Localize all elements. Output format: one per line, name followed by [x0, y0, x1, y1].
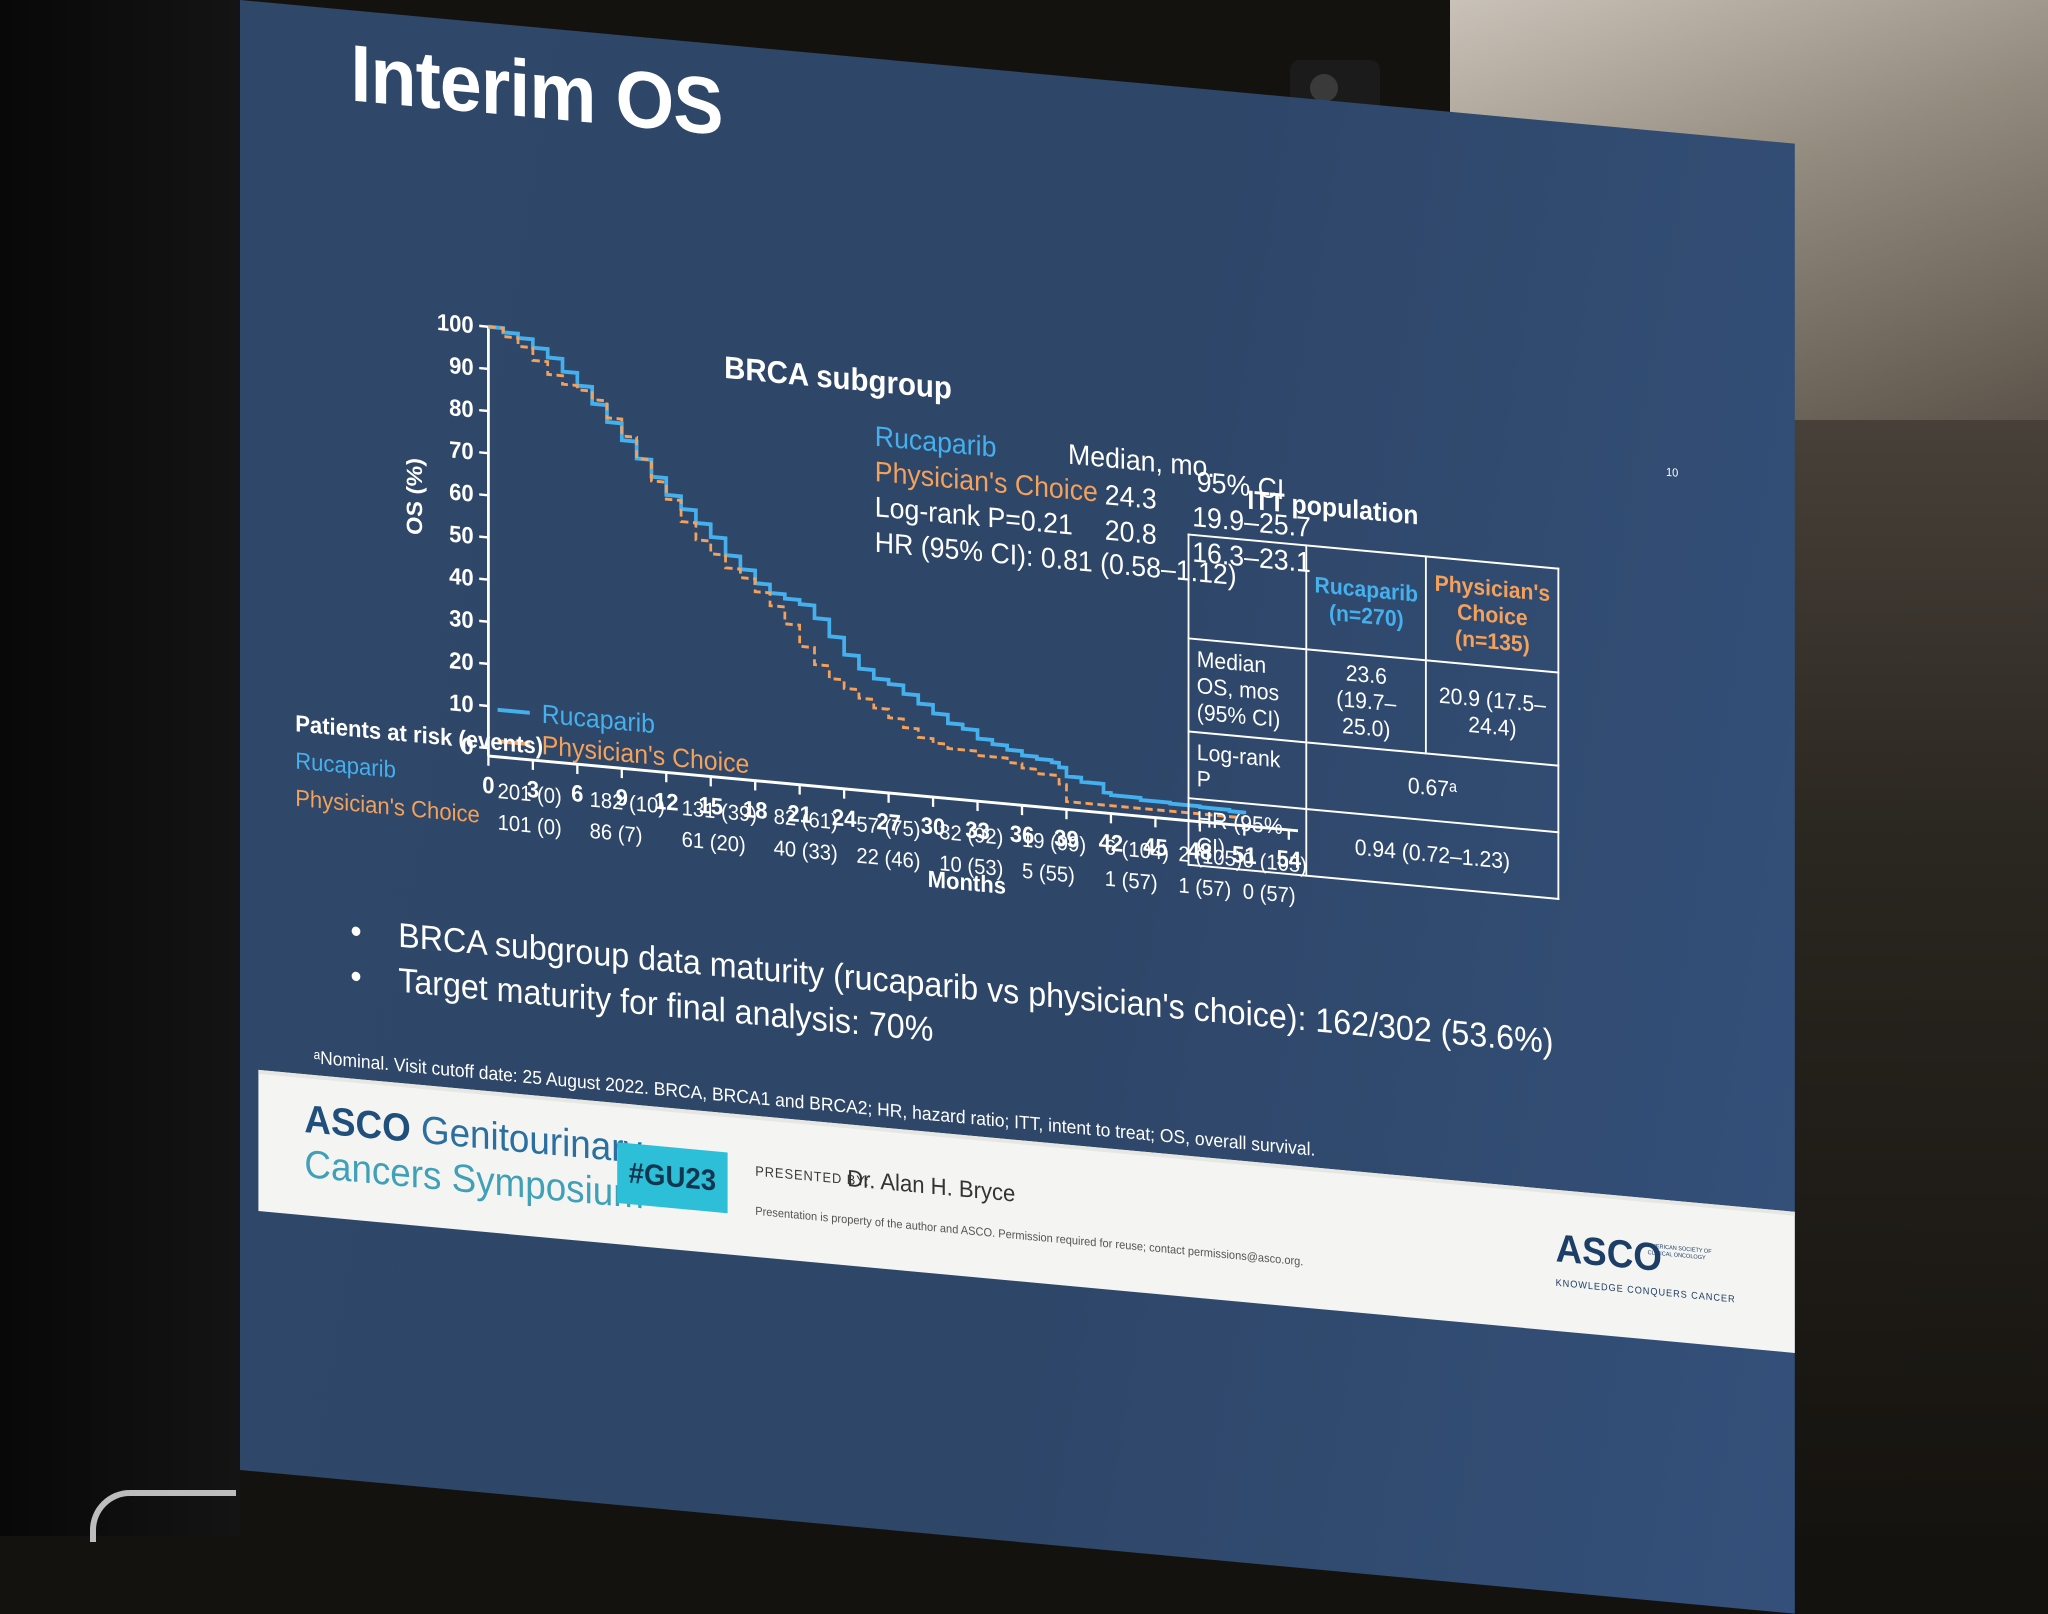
- x-tick-label: 0: [482, 771, 494, 799]
- stats-rucaparib-median: 24.3: [1104, 479, 1157, 516]
- property-notice: Presentation is property of the author a…: [755, 1204, 1304, 1269]
- x-tick-label: 30: [921, 812, 946, 841]
- risk-cell-rucaparib: 82 (61): [773, 803, 838, 835]
- room-left-wall: [0, 0, 240, 1536]
- y-tick-label: 80: [449, 394, 474, 423]
- itt-col-rucaparib: Rucaparib (n=270): [1306, 545, 1427, 661]
- x-tick-label: 36: [1010, 820, 1035, 849]
- y-tick-label: 30: [449, 604, 474, 633]
- y-tick: [479, 366, 489, 371]
- risk-cell-physician: 0 (57): [1242, 878, 1296, 908]
- x-tick-label: 33: [965, 816, 990, 845]
- y-tick-label: 20: [449, 646, 474, 675]
- x-tick-label: 9: [616, 783, 628, 811]
- x-tick-label: 54: [1277, 844, 1302, 873]
- itt-row-hr-label: HR (95% CI): [1188, 798, 1307, 876]
- y-tick-label: 100: [437, 308, 474, 338]
- risk-cell-physician: 40 (33): [773, 835, 838, 866]
- y-tick-label: 60: [449, 478, 474, 507]
- y-axis: 0 10 20 30 40 50 60 70 80 90 100: [437, 308, 490, 760]
- itt-corner-cell: [1188, 534, 1307, 650]
- y-tick: [479, 619, 489, 623]
- x-axis-line: [488, 754, 1298, 833]
- asco-wordmark: ASCO: [304, 1097, 411, 1151]
- legend-swatch-physician: [497, 739, 530, 747]
- y-tick-label: 50: [449, 520, 474, 549]
- x-tick-label: 27: [876, 807, 901, 836]
- risk-cell-rucaparib: 201 (0): [497, 778, 562, 809]
- survival-curves: [488, 324, 1247, 820]
- x-axis: 0 3 6 9 12 15 18 21 24 27 30 33 36 39 42 45 48 51 54: [482, 754, 1302, 873]
- legend-swatch-rucaparib: [497, 707, 530, 715]
- series-line-physician: [488, 325, 1245, 820]
- risk-cell-physician: 86 (7): [589, 818, 643, 848]
- y-tick: [479, 535, 489, 539]
- asco-logo: ASCO: [1555, 1226, 1662, 1280]
- chart-title: BRCA subgroup: [724, 350, 952, 406]
- risk-cell-physician: 1 (57): [1178, 872, 1232, 903]
- itt-col-physician: Physician's Choice (n=135): [1426, 556, 1559, 673]
- bullet-dot: •: [350, 956, 362, 997]
- y-tick: [479, 577, 489, 581]
- x-tick-label: 39: [1054, 824, 1079, 853]
- itt-table: Rucaparib (n=270) Physician's Choice (n=…: [1188, 533, 1560, 900]
- y-tick: [479, 408, 489, 413]
- risk-cell-rucaparib: 19 (99): [1022, 826, 1087, 858]
- risk-cell-rucaparib: 6 (104): [1104, 834, 1169, 865]
- itt-row-median-label: Median OS, mos (95% CI): [1188, 638, 1307, 743]
- itt-median-physician: 20.9 (17.5–24.4): [1426, 660, 1559, 766]
- risk-cell-rucaparib: 182 (10): [589, 786, 665, 819]
- risk-cell-physician: 22 (46): [856, 842, 921, 874]
- y-tick-label: 0: [461, 732, 473, 760]
- risk-cell-rucaparib: 57 (75): [856, 811, 921, 842]
- asco-tagline: KNOWLEDGE CONQUERS CANCER: [1555, 1277, 1736, 1306]
- y-axis-title: OS (%): [402, 457, 427, 536]
- itt-median-rucaparib: 23.6 (19.7–25.0): [1306, 649, 1427, 754]
- x-tick-label: 18: [743, 795, 768, 824]
- km-chart: 0 10 20 30 40 50 60 70 80 90 100 0 3 6 9 12 15 18 21 24 27 3…: [402, 290, 1372, 1222]
- page-number: 10: [1666, 464, 1679, 480]
- x-tick-label: 42: [1099, 828, 1124, 857]
- risk-cell-rucaparib: 131 (39): [681, 795, 757, 827]
- x-tick-label: 24: [832, 803, 857, 832]
- risk-cell-physician: 5 (55): [1022, 858, 1075, 888]
- risk-cell-physician: 10 (53): [939, 850, 1004, 881]
- slide-title: Interim OS: [350, 28, 723, 153]
- y-tick: [479, 746, 489, 750]
- y-tick-label: 70: [449, 436, 474, 465]
- risk-label-rucaparib: Rucaparib: [295, 747, 396, 784]
- series-line-rucaparib: [488, 324, 1247, 815]
- itt-row-logrank-label: Log-rank P: [1188, 731, 1307, 810]
- stats-physician-median: 20.8: [1104, 515, 1157, 552]
- chair-back: [90, 1490, 236, 1542]
- y-tick: [479, 703, 489, 708]
- hashtag-badge: #GU23: [617, 1142, 728, 1214]
- y-tick: [479, 451, 489, 455]
- y-tick-label: 10: [449, 689, 474, 718]
- y-tick-label: 40: [449, 562, 474, 591]
- risk-cell-rucaparib: 32 (92): [939, 819, 1004, 850]
- x-tick-label: 48: [1188, 836, 1213, 865]
- bullet-dot: •: [350, 911, 362, 952]
- y-tick: [479, 324, 489, 328]
- risk-cell-physician: 61 (20): [681, 826, 746, 858]
- x-tick-label: 3: [527, 775, 539, 803]
- y-tick: [479, 493, 489, 497]
- risk-label-physician: Physician's Choice: [295, 785, 480, 829]
- x-tick-label: 45: [1143, 832, 1168, 861]
- x-tick-label: 15: [698, 791, 723, 820]
- projector-lens: [1310, 74, 1338, 102]
- x-tick-label: 12: [654, 787, 679, 816]
- presenter-name: Dr. Alan H. Bryce: [847, 1165, 1016, 1208]
- y-tick: [479, 661, 489, 666]
- x-tick-label: 21: [787, 799, 812, 828]
- x-tick-label: 6: [571, 779, 583, 807]
- risk-cell-physician: 1 (57): [1104, 865, 1158, 896]
- x-tick-label: 51: [1232, 840, 1257, 869]
- risk-cell-physician: 101 (0): [497, 809, 562, 841]
- y-tick-label: 90: [449, 351, 474, 380]
